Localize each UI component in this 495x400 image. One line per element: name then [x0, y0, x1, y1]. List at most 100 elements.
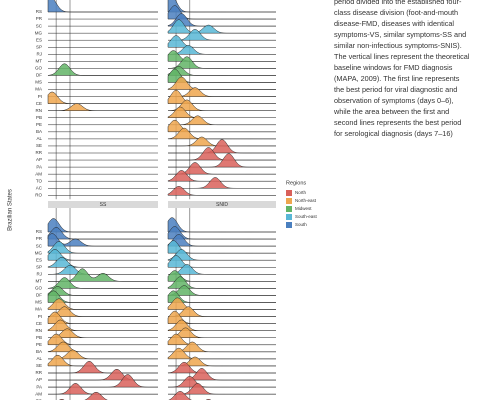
state-label: AL	[36, 356, 42, 361]
ridge	[168, 87, 276, 97]
state-label: MS	[35, 300, 42, 305]
legend-label: South	[295, 222, 307, 227]
ridge	[168, 177, 276, 189]
legend-swatch	[286, 222, 292, 228]
ridge	[47, 286, 158, 296]
caption-line: The vertical lines represent the theoret…	[334, 52, 470, 61]
ridge	[167, 276, 276, 289]
caption-line: second lines represents the best period	[334, 118, 461, 127]
ridge	[84, 391, 108, 400]
state-label: RS	[36, 9, 42, 14]
state-label: CE	[36, 101, 42, 106]
legend-swatch	[286, 198, 292, 204]
ridge	[48, 369, 158, 381]
ridge	[167, 170, 276, 182]
state-label: PA	[36, 384, 42, 389]
state-label: PR	[36, 16, 43, 21]
state-label: PE	[36, 122, 42, 127]
ridge	[48, 383, 158, 395]
caption-line: class disease division (foot-and-mouth	[334, 8, 458, 17]
state-label: MS	[35, 80, 42, 85]
ridge	[167, 234, 276, 247]
state-label: RR	[36, 370, 43, 375]
state-label: MT	[36, 279, 43, 284]
state-label: PI	[38, 314, 42, 319]
state-label: PE	[36, 342, 42, 347]
state-label: ES	[36, 37, 42, 42]
state-label: CE	[36, 321, 42, 326]
ridge	[168, 115, 276, 126]
legend-label: Midwest	[295, 206, 312, 211]
state-label: SE	[36, 363, 42, 368]
ridge	[167, 361, 276, 374]
ridge	[47, 241, 158, 254]
ridge	[47, 233, 158, 247]
strip	[48, 201, 158, 208]
ridge	[167, 217, 276, 233]
legend-title: Regions	[286, 180, 306, 186]
state-label: PA	[36, 164, 42, 169]
ridge	[167, 186, 276, 196]
state-label: AM	[35, 171, 42, 176]
legend-label: North-east	[295, 198, 317, 203]
state-label: AP	[36, 157, 42, 162]
state-label: PB	[36, 115, 42, 120]
caption-line: baseline windows for FMD diagnosis	[334, 63, 453, 72]
state-label: TO	[36, 398, 43, 400]
caption-line: observation of symptoms (days 0–6),	[334, 96, 454, 105]
caption-line: similar non-infectious symptoms-SNIS).	[334, 41, 462, 50]
ridge	[47, 333, 158, 346]
ridge	[167, 76, 276, 90]
ridge	[47, 257, 158, 268]
ridge	[167, 319, 276, 331]
ridge	[168, 341, 276, 353]
ridge	[167, 255, 276, 268]
caption-line: while the area between the first and	[333, 107, 449, 116]
ridge	[167, 249, 276, 261]
state-label: AL	[36, 136, 42, 141]
ridge	[47, 227, 158, 240]
ridge	[167, 297, 276, 310]
ridge	[167, 376, 276, 388]
ridge	[168, 147, 276, 161]
state-label: RS	[36, 229, 42, 234]
ridge	[168, 383, 276, 395]
ridge	[167, 56, 276, 69]
state-label: GO	[35, 286, 43, 291]
ridge	[47, 354, 158, 367]
caption-line: symptoms-VS, similar symptoms-SS and	[334, 30, 466, 39]
state-label: MT	[36, 59, 43, 64]
state-label: RO	[35, 192, 42, 197]
ridge	[167, 333, 276, 346]
ridge	[168, 391, 192, 400]
state-label: SP	[36, 44, 42, 49]
ridge	[167, 0, 276, 13]
state-label: RJ	[37, 271, 43, 276]
ridge	[167, 13, 276, 27]
strip	[168, 201, 276, 208]
ridge	[167, 285, 276, 296]
strip-label: SS	[100, 202, 107, 208]
state-label: PB	[36, 335, 42, 340]
state-label: MA	[35, 87, 42, 92]
state-label: AP	[36, 377, 42, 382]
ridge	[168, 29, 276, 41]
state-label: DF	[36, 73, 42, 78]
ridge	[167, 35, 276, 48]
legend-swatch	[286, 214, 292, 220]
ridge	[47, 306, 158, 317]
state-label: DF	[36, 293, 42, 298]
state-label: TO	[36, 178, 43, 183]
ridge	[167, 127, 276, 140]
ridge	[167, 45, 276, 55]
state-label: MG	[35, 250, 43, 255]
ridge	[167, 99, 276, 111]
ridge	[48, 361, 158, 374]
ridge	[47, 91, 158, 104]
ridge	[47, 341, 158, 353]
ridge	[167, 347, 276, 360]
ridge	[167, 106, 276, 118]
caption-line: (MAPA, 2009). The first line represents	[334, 74, 460, 83]
ridge	[47, 63, 158, 76]
